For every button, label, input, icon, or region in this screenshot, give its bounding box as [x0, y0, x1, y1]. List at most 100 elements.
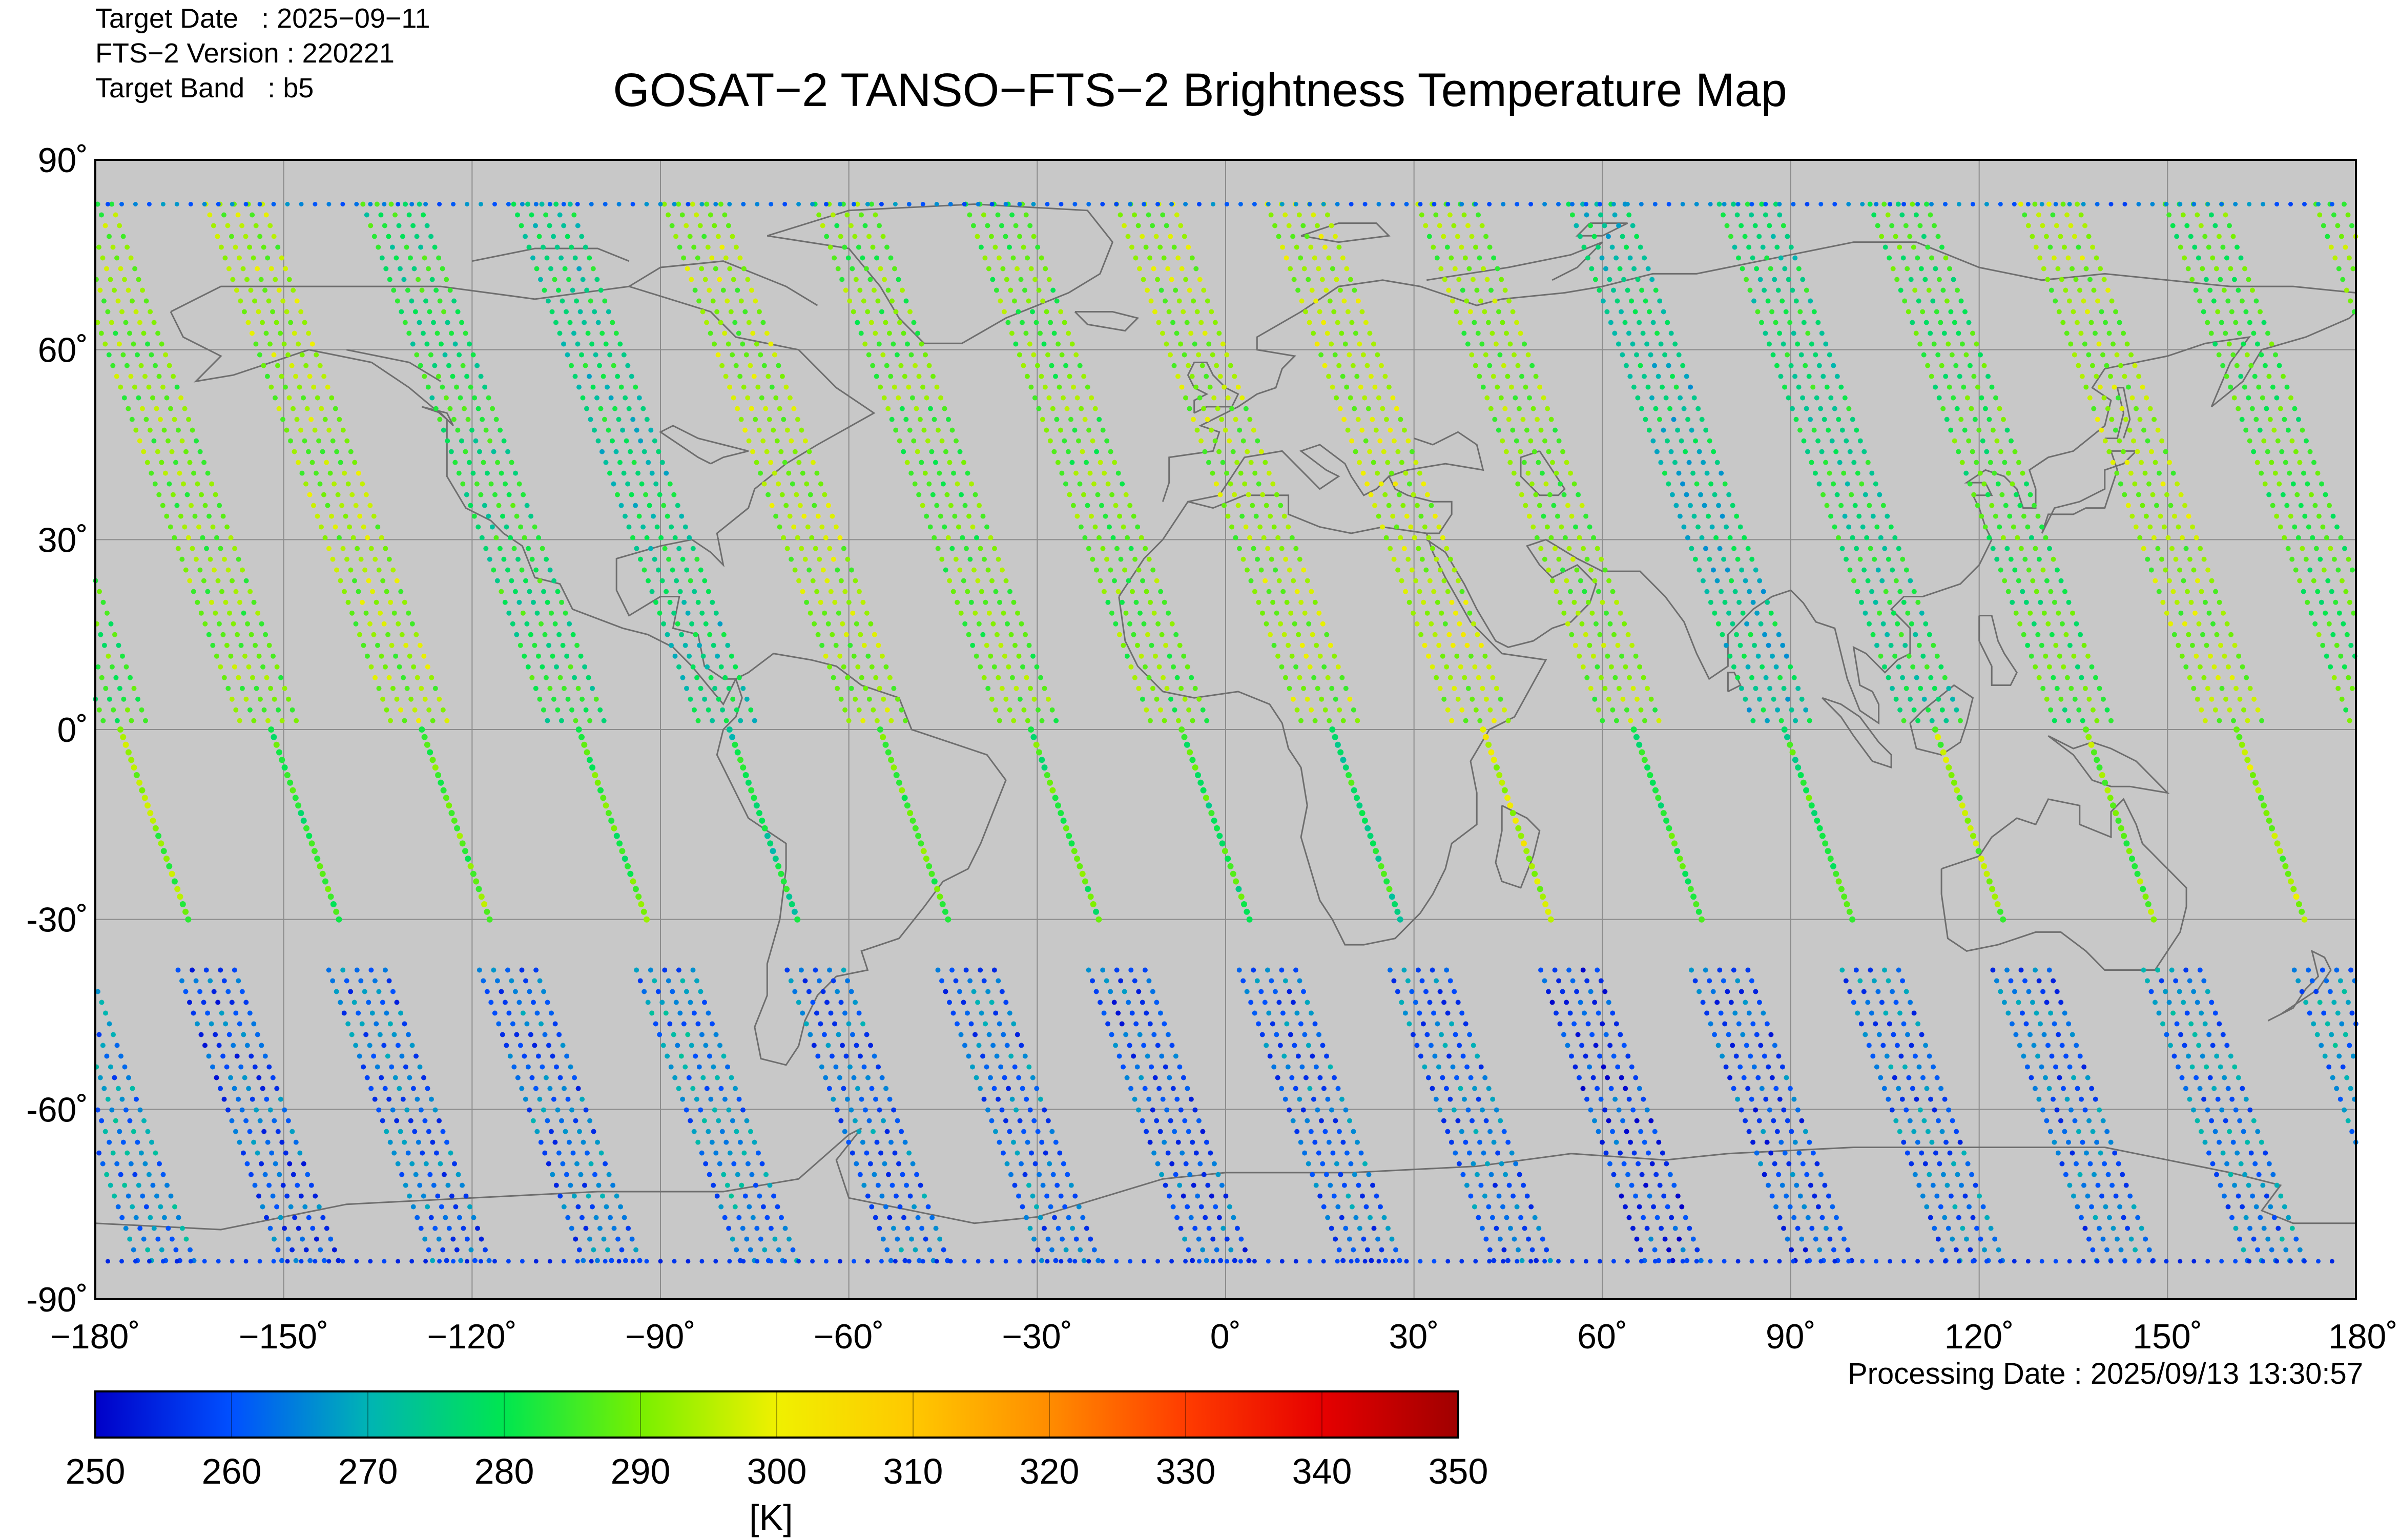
observation-point [1172, 707, 1177, 713]
observation-point [667, 481, 673, 487]
observation-point [220, 1053, 226, 1059]
observation-point [1174, 1096, 1180, 1102]
observation-point [1422, 1064, 1427, 1070]
observation-point [1589, 1032, 1595, 1037]
observation-point [613, 330, 619, 336]
observation-point [704, 320, 710, 325]
observation-point [919, 341, 924, 347]
observation-point [261, 1129, 267, 1134]
observation-point [657, 1032, 663, 1037]
observation-point [689, 277, 694, 282]
observation-point [1473, 244, 1478, 250]
observation-point [1606, 578, 1612, 584]
observation-point [1098, 578, 1103, 584]
observation-point [722, 1215, 728, 1220]
observation-point [1015, 266, 1020, 272]
observation-point [1307, 664, 1313, 670]
observation-point [1669, 1215, 1674, 1220]
observation-point [2330, 513, 2336, 519]
observation-point [1545, 406, 1550, 411]
observation-point [1328, 1064, 1333, 1070]
observation-point [2262, 363, 2268, 368]
observation-point [1365, 406, 1371, 411]
observation-point [1058, 810, 1064, 817]
observation-point [1128, 546, 1134, 551]
observation-point [1224, 1236, 1230, 1242]
observation-point [451, 298, 457, 304]
observation-point [266, 298, 272, 304]
observation-point [1426, 535, 1432, 540]
observation-point [374, 201, 380, 207]
observation-point [1450, 1064, 1456, 1070]
observation-point [911, 438, 917, 444]
observation-point [898, 363, 904, 368]
observation-point [1057, 1150, 1063, 1156]
observation-point [1166, 610, 1171, 616]
observation-point [1773, 201, 1778, 207]
observation-point [427, 1172, 433, 1177]
observation-point [726, 726, 733, 733]
observation-point [260, 1086, 265, 1091]
observation-point [413, 632, 419, 637]
observation-point [277, 1172, 282, 1177]
observation-point [1085, 384, 1090, 390]
observation-point [291, 1172, 296, 1177]
observation-point [1737, 524, 1743, 530]
observation-point [349, 492, 355, 497]
observation-point [755, 384, 761, 390]
observation-point [669, 524, 674, 530]
observation-point [1087, 470, 1093, 476]
observation-point [789, 556, 794, 562]
observation-point [740, 1225, 746, 1231]
observation-point [1605, 1075, 1610, 1080]
observation-point [1481, 1150, 1486, 1156]
observation-point [597, 1225, 603, 1231]
observation-point [1189, 757, 1196, 763]
observation-point [828, 1010, 834, 1016]
observation-point [1468, 1075, 1474, 1080]
observation-point [420, 330, 426, 336]
observation-point [1679, 1204, 1685, 1210]
observation-point [1197, 1161, 1203, 1167]
observation-point [1264, 503, 1269, 508]
observation-point [569, 1107, 574, 1113]
observation-point [1282, 212, 1288, 218]
observation-point [1467, 1032, 1473, 1037]
observation-point [1186, 244, 1191, 250]
observation-point [241, 1150, 246, 1156]
observation-point [1403, 589, 1409, 594]
observation-point [653, 599, 658, 605]
observation-point [1876, 1032, 1882, 1037]
observation-point [1039, 255, 1044, 261]
observation-point [841, 967, 846, 973]
observation-point [1188, 1215, 1194, 1220]
observation-point [1222, 503, 1227, 508]
observation-point [1007, 589, 1012, 594]
observation-point [264, 1215, 269, 1220]
observation-point [321, 492, 326, 497]
observation-point [1340, 757, 1347, 763]
observation-point [99, 675, 105, 680]
observation-point [316, 438, 322, 444]
observation-point [238, 298, 243, 304]
observation-point [496, 1021, 502, 1027]
observation-point [1053, 373, 1058, 379]
observation-point [2328, 664, 2333, 670]
observation-point [1366, 1172, 1372, 1177]
observation-point [1017, 234, 1023, 239]
observation-point [1699, 916, 1705, 923]
observation-point [2328, 244, 2334, 250]
observation-point [400, 234, 405, 239]
observation-point [548, 266, 553, 272]
observation-point [677, 1010, 683, 1016]
observation-point [291, 287, 296, 293]
observation-point [1128, 967, 1134, 973]
observation-point [2195, 212, 2200, 218]
observation-point [899, 1129, 904, 1134]
observation-point [1201, 406, 1207, 411]
observation-point [1652, 787, 1659, 794]
observation-point [1723, 1064, 1729, 1070]
observation-point [1269, 556, 1274, 562]
observation-point [1633, 1193, 1639, 1199]
